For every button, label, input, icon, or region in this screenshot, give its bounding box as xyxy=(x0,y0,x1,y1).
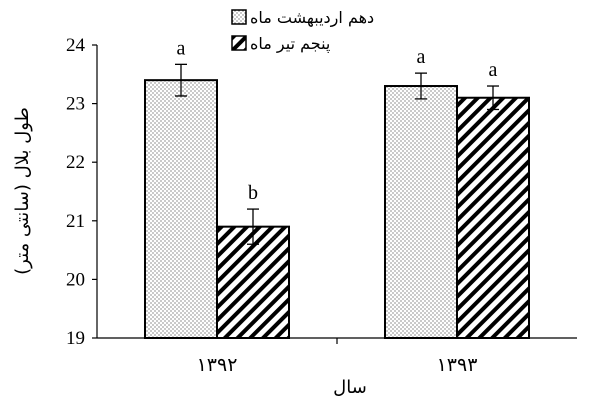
legend-swatch-ordibehesht xyxy=(231,9,247,25)
bar-tir-1 xyxy=(216,225,290,339)
legend-label: پنجم تیر ماه xyxy=(250,34,330,54)
y-tick-label: 20 xyxy=(66,269,85,290)
y-axis-title: طول بلال (سانتی متر) xyxy=(12,107,33,275)
x-axis-title: سال xyxy=(333,377,367,398)
y-tick-label: 23 xyxy=(66,94,85,115)
significance-letter: b xyxy=(248,182,258,204)
significance-letter: a xyxy=(489,59,498,81)
y-tick-label: 19 xyxy=(66,328,85,349)
legend: دهم اردیبهشت ماه پنجم تیر ماه xyxy=(231,8,374,54)
y-tick-label: 24 xyxy=(66,35,86,56)
x-category-label: ۱۳۹۲ xyxy=(197,354,238,376)
y-tick-label: 21 xyxy=(66,211,85,232)
legend-label: دهم اردیبهشت ماه xyxy=(250,8,374,28)
y-tick-label: 22 xyxy=(66,152,85,173)
bar-ordibehesht-1 xyxy=(144,79,218,339)
significance-letter: a xyxy=(417,46,426,68)
bar-ordibehesht-2 xyxy=(384,85,458,339)
x-category-label: ۱۳۹۳ xyxy=(437,354,478,376)
legend-swatch-tir xyxy=(231,35,247,51)
significance-letter: a xyxy=(177,37,186,59)
bar-tir-2 xyxy=(456,96,530,339)
